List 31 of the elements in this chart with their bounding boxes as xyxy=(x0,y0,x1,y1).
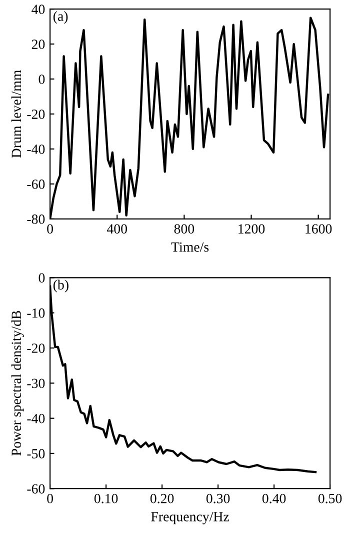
x-tick-label: 0.20 xyxy=(150,494,174,504)
y-axis-title: Power spectral density/dB xyxy=(11,310,24,456)
x-tick-label: 0.40 xyxy=(262,494,286,504)
x-tick-label: 0 xyxy=(47,494,53,504)
y-tick-label: -20 xyxy=(27,344,45,353)
y-tick-label: 0 xyxy=(38,273,45,283)
x-tick-label: 0.50 xyxy=(318,494,342,504)
x-axis-title: Time/s xyxy=(171,242,209,252)
y-axis-title: Drum level/mm xyxy=(11,70,22,158)
y-tick-label: -40 xyxy=(27,144,45,154)
y-tick-label: -50 xyxy=(27,449,45,458)
y-tick-label: 0 xyxy=(38,74,45,84)
y-tick-label: -60 xyxy=(27,180,45,189)
x-tick-label: 400 xyxy=(106,224,128,234)
x-tick-label: 1200 xyxy=(238,224,265,234)
x-axis-title: Frequency/Hz xyxy=(151,512,229,524)
y-tick-label: -80 xyxy=(27,214,45,224)
y-tick-label: 20 xyxy=(32,40,45,50)
annotation: (b) xyxy=(53,280,68,292)
y-tick-label: 40 xyxy=(32,4,45,14)
annotation: (a) xyxy=(53,11,68,24)
y-tick-label: -30 xyxy=(27,378,45,388)
x-tick-label: 0.30 xyxy=(206,494,230,504)
y-tick-label: -40 xyxy=(27,414,45,424)
y-tick-label: -10 xyxy=(27,308,45,318)
x-tick-label: 0.10 xyxy=(94,494,118,504)
y-tick-label: -20 xyxy=(27,110,45,119)
x-tick-label: 800 xyxy=(174,224,194,234)
x-tick-label: 0 xyxy=(47,224,53,234)
x-tick-label: 1600 xyxy=(306,224,332,234)
y-tick-label: -60 xyxy=(27,484,45,494)
